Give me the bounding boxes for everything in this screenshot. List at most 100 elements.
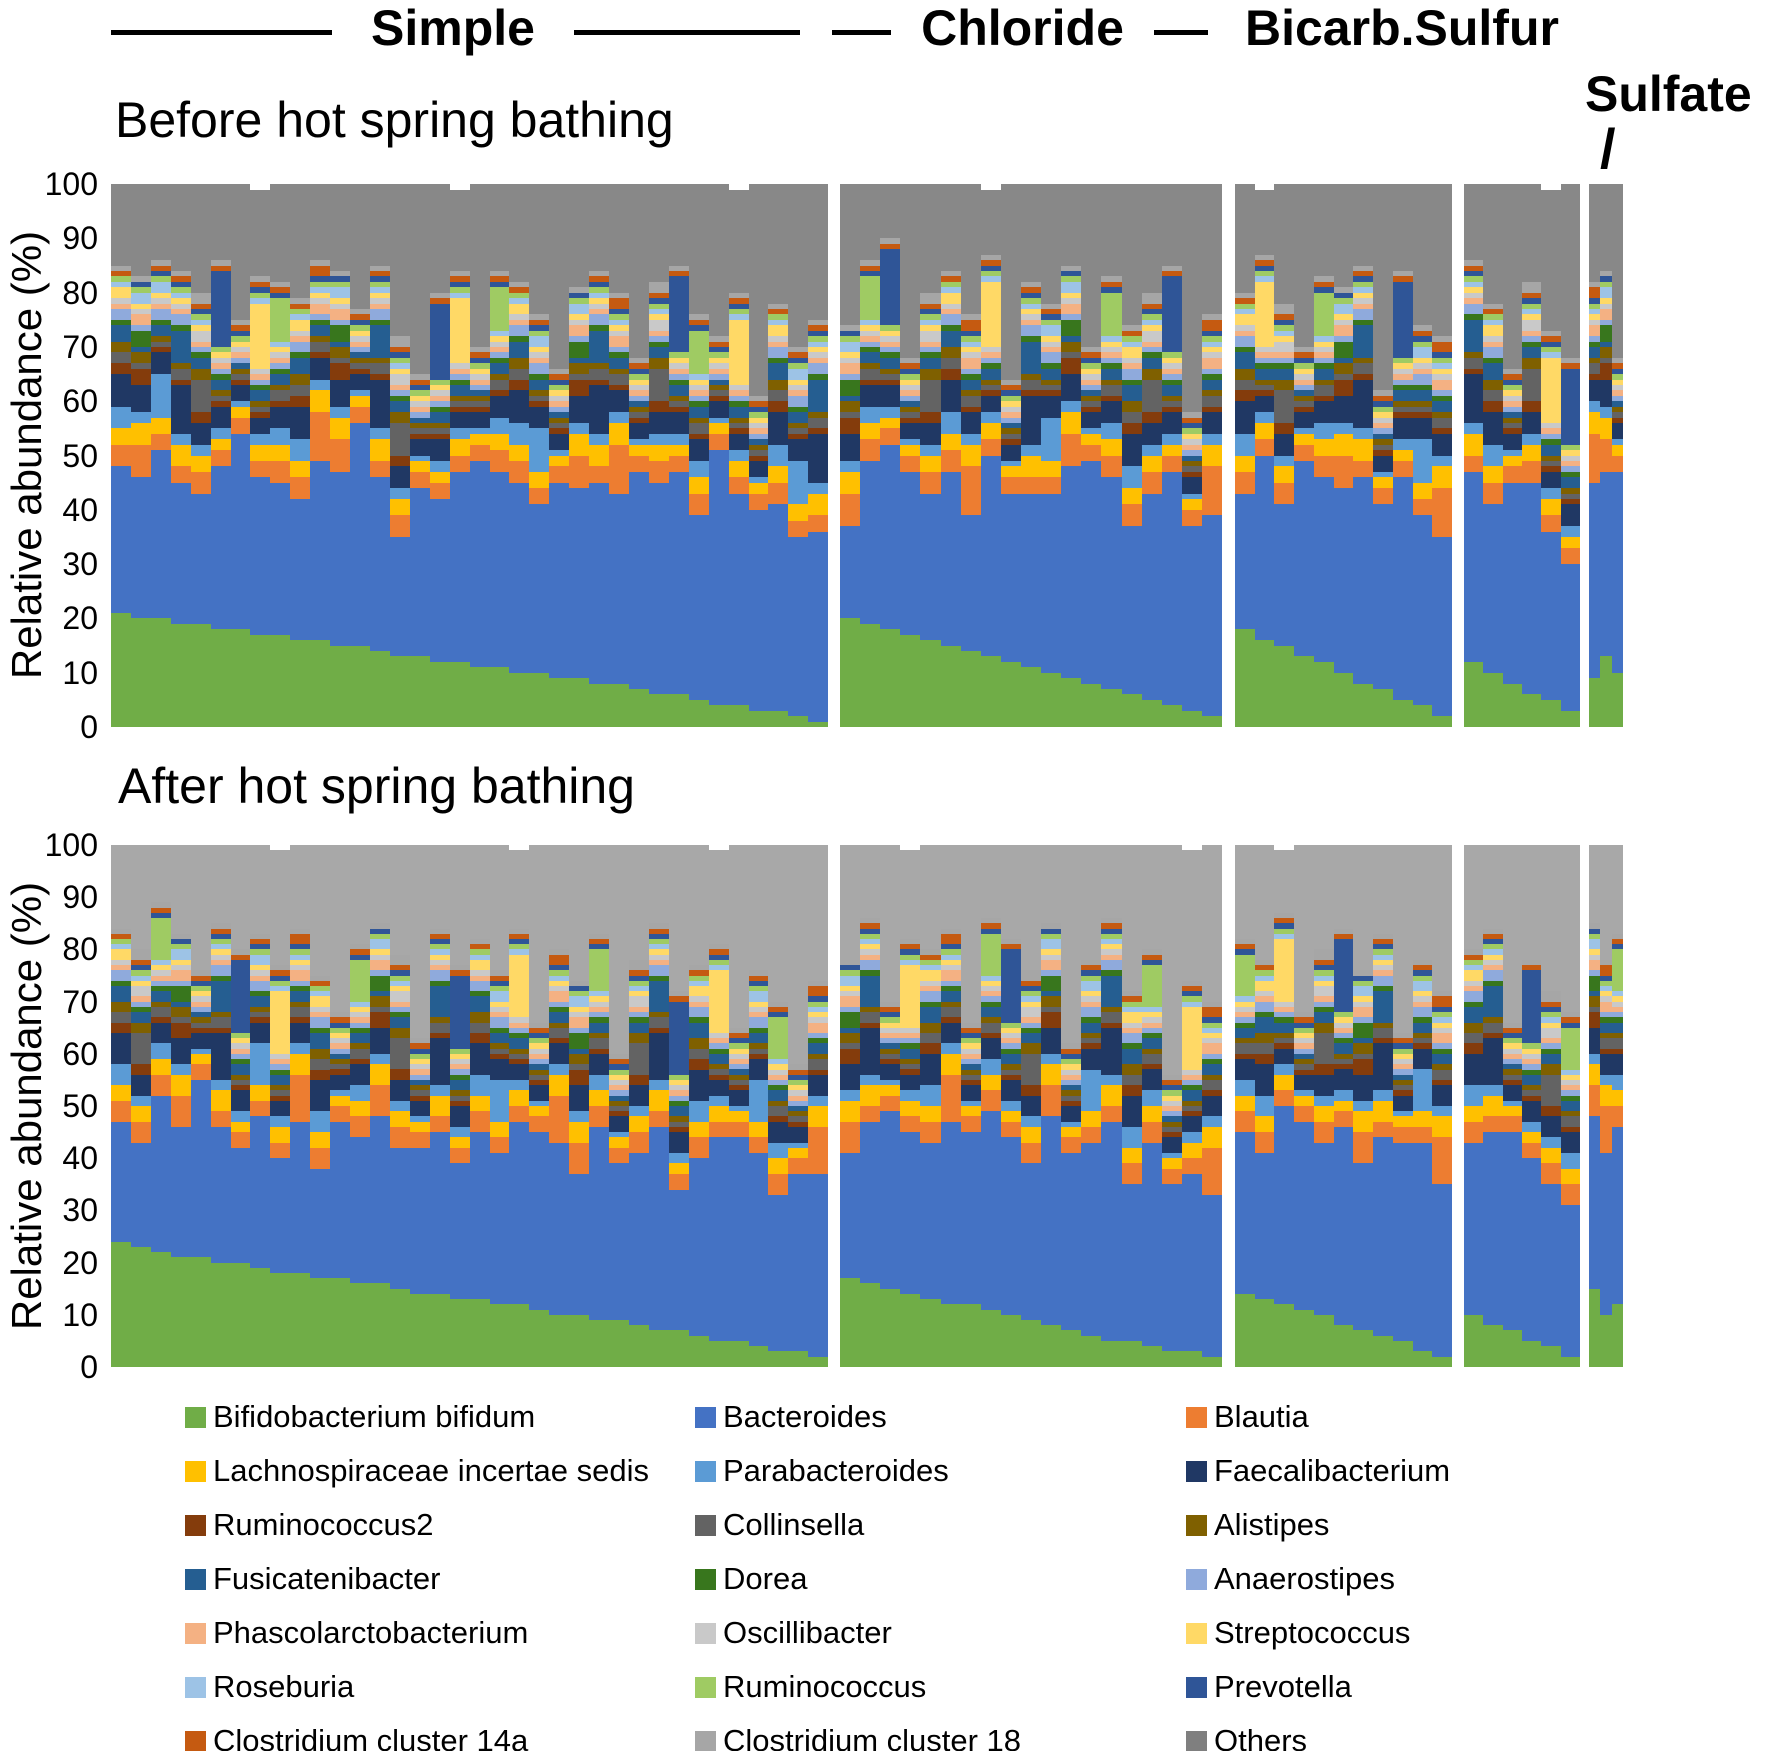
bar-segment xyxy=(330,357,351,364)
bar-segment xyxy=(1041,384,1062,391)
bar-segment xyxy=(330,346,351,358)
bar-segment xyxy=(1333,292,1354,299)
bar-segment xyxy=(1161,1111,1182,1117)
bar-segment xyxy=(1502,1032,1522,1039)
bar-segment xyxy=(840,395,861,402)
bar-segment xyxy=(1611,374,1623,380)
bar-segment xyxy=(1020,390,1042,396)
bar-segment xyxy=(1589,970,1601,976)
bar-segment xyxy=(1483,319,1503,326)
bar-segment xyxy=(1412,336,1433,342)
bar-segment xyxy=(350,1012,370,1018)
bar-segment xyxy=(509,1032,530,1039)
bar-segment xyxy=(860,954,881,960)
bar-segment xyxy=(1061,678,1082,727)
bar-segment xyxy=(1392,1085,1413,1091)
bar-segment xyxy=(529,374,550,380)
bar-segment xyxy=(1483,504,1503,673)
bar-segment xyxy=(589,363,610,369)
bar-segment xyxy=(1432,428,1453,434)
bar-segment xyxy=(628,374,649,380)
bar-segment xyxy=(1020,970,1042,981)
bar-segment xyxy=(840,374,861,380)
bar-segment xyxy=(1483,672,1503,727)
bar-segment xyxy=(1483,184,1503,304)
bar-segment xyxy=(1081,1069,1102,1112)
bar-segment xyxy=(980,368,1001,380)
bar-segment xyxy=(1081,1048,1102,1070)
bar-segment xyxy=(210,406,231,429)
bar-segment xyxy=(290,395,311,407)
bar-segment xyxy=(1101,1121,1122,1341)
bar-segment xyxy=(1181,996,1202,1002)
bar-segment xyxy=(330,298,351,304)
bar-segment xyxy=(569,379,590,396)
bar-segment xyxy=(1020,1001,1042,1007)
bar-segment xyxy=(1521,1100,1542,1122)
bar-segment xyxy=(1353,439,1374,461)
bar-segment xyxy=(429,401,450,407)
bar-segment xyxy=(940,1074,961,1122)
bar-segment xyxy=(230,401,251,407)
bar-segment xyxy=(1373,1022,1393,1028)
bar-segment xyxy=(1502,1043,1522,1049)
bar-segment xyxy=(1181,1158,1202,1174)
bar-segment xyxy=(920,1001,941,1007)
bar-segment xyxy=(688,1069,709,1101)
stacked-bar xyxy=(940,845,961,1367)
bar-segment xyxy=(980,265,1001,271)
bar-segment xyxy=(920,314,941,320)
bar-segment xyxy=(1235,455,1255,472)
bar-segment xyxy=(668,363,689,369)
bar-segment xyxy=(409,460,430,472)
bar-segment xyxy=(1121,336,1142,342)
bar-segment xyxy=(1121,1085,1142,1096)
stacked-bar xyxy=(449,184,470,727)
bar-segment xyxy=(190,319,211,326)
bar-segment xyxy=(409,656,430,727)
panel-title-after: After hot spring bathing xyxy=(118,758,635,814)
bar-segment xyxy=(1161,1090,1182,1096)
bar-segment xyxy=(589,308,610,315)
bar-segment xyxy=(1020,980,1042,986)
bar-segment xyxy=(509,1059,530,1065)
bar-segment xyxy=(489,390,510,396)
bar-segment xyxy=(150,965,171,971)
bar-segment xyxy=(330,1048,351,1054)
bar-segment xyxy=(1041,923,1062,929)
bar-segment xyxy=(1294,1106,1314,1122)
bar-segment xyxy=(1392,1038,1413,1044)
bar-segment xyxy=(210,347,231,353)
bar-segment xyxy=(489,374,510,380)
legend-swatch xyxy=(185,1514,206,1536)
bar-segment xyxy=(1141,1032,1162,1039)
bar-segment xyxy=(1353,428,1374,440)
bar-segment xyxy=(1589,412,1601,434)
bar-segment xyxy=(1353,1059,1374,1075)
bar-segment xyxy=(920,292,941,304)
bar-segment xyxy=(1600,417,1612,440)
bar-segment xyxy=(808,357,829,364)
bar-segment xyxy=(210,390,231,396)
bar-segment xyxy=(429,412,450,423)
bar-segment xyxy=(310,352,331,358)
bar-segment xyxy=(489,980,510,986)
bar-segment xyxy=(449,455,470,472)
bar-segment xyxy=(170,298,191,304)
bar-segment xyxy=(920,985,941,992)
bar-segment xyxy=(768,1173,789,1195)
bar-segment xyxy=(1333,303,1354,315)
stacked-bar xyxy=(980,845,1001,1367)
bar-segment xyxy=(1161,1168,1182,1185)
bar-segment xyxy=(840,336,861,342)
bar-segment xyxy=(509,1090,530,1107)
bar-segment xyxy=(900,1064,921,1070)
bar-segment xyxy=(1541,1137,1561,1148)
bar-segment xyxy=(1254,254,1275,261)
bar-segment xyxy=(1392,439,1413,451)
bar-segment xyxy=(350,1059,370,1065)
bar-segment xyxy=(1464,970,1484,981)
bar-segment xyxy=(469,412,490,429)
bar-segment xyxy=(1521,1085,1542,1091)
bar-segment xyxy=(788,433,809,440)
